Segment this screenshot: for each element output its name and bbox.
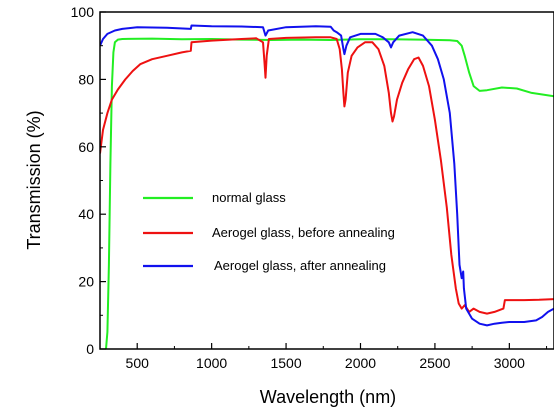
x-axis-title: Wavelength (nm) bbox=[260, 387, 396, 407]
y-tick-label: 100 bbox=[71, 4, 95, 20]
legend-label-2: Aerogel glass, after annealing bbox=[214, 258, 386, 273]
x-tick-label: 500 bbox=[126, 355, 150, 371]
series-line-0 bbox=[105, 37, 554, 349]
plot-lines bbox=[100, 24, 554, 349]
y-axis-title: Transmission (%) bbox=[24, 110, 44, 249]
x-tick-label: 2500 bbox=[419, 355, 450, 371]
legend-label-0: normal glass bbox=[212, 190, 286, 205]
axes bbox=[99, 11, 554, 350]
y-tick-label: 60 bbox=[78, 139, 94, 155]
y-tick-label: 20 bbox=[78, 274, 94, 290]
y-tick-label: 80 bbox=[78, 71, 94, 87]
legend-label-1: Aerogel glass, before annealing bbox=[212, 225, 395, 240]
legend: normal glass Aerogel glass, before anneal… bbox=[143, 190, 395, 273]
series-line-2 bbox=[100, 24, 554, 327]
y-tick-label: 0 bbox=[86, 341, 94, 357]
x-tick-label: 1500 bbox=[270, 355, 301, 371]
series-line-1 bbox=[100, 36, 554, 315]
ticks: 500 1000 1500 2000 2500 3000 0 20 40 60 80 100 bbox=[71, 4, 548, 371]
x-tick-label: 3000 bbox=[494, 355, 525, 371]
plot-frame bbox=[99, 11, 554, 350]
x-tick-label: 1000 bbox=[196, 355, 227, 371]
x-tick-label: 2000 bbox=[345, 355, 376, 371]
y-tick-label: 40 bbox=[78, 206, 94, 222]
